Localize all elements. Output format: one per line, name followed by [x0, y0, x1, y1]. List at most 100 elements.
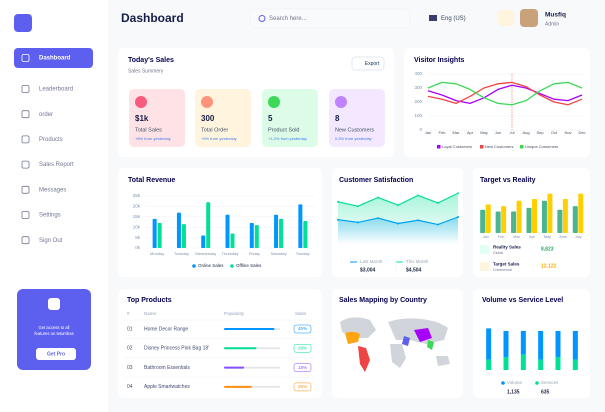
sales-value: 29% — [298, 345, 307, 350]
x-tick-label: Mar — [513, 235, 520, 239]
sales-badge — [293, 363, 312, 372]
user-role: Admin — [545, 21, 559, 27]
legend-swatch — [437, 145, 441, 149]
language[interactable]: Eng (US) — [441, 16, 466, 22]
bar — [495, 211, 501, 233]
bar — [501, 206, 507, 233]
promo-button-label[interactable]: Get Pro — [47, 351, 65, 357]
product-name: Home Decor Range — [144, 326, 188, 332]
popularity-bar — [224, 328, 275, 330]
popularity-bar — [224, 347, 257, 350]
bar-segment — [572, 331, 578, 360]
nav-item[interactable]: order — [39, 112, 53, 118]
legend-total: 12,122 — [541, 263, 557, 269]
stat-change: +1.2% from yesterday — [268, 136, 307, 141]
bar-segment — [486, 359, 492, 370]
legend-dot — [535, 381, 539, 385]
stat-label: Total Sales — [135, 127, 162, 133]
x-tick-label: Wednesday — [195, 251, 216, 256]
x-tick-label: Nov — [564, 130, 571, 135]
chart-title: Visitor Insights — [414, 57, 465, 64]
y-tick-label: 0k — [135, 245, 141, 250]
nav-icon — [21, 135, 30, 144]
product-name: Disney Princess Pink Bag 18' — [144, 346, 209, 352]
sales-value: 25% — [298, 384, 307, 389]
row-number: 02 — [127, 346, 133, 352]
bar — [181, 224, 186, 248]
legend-total: 8,823 — [541, 246, 554, 252]
legend-label: Online Sales — [198, 263, 224, 268]
avatar[interactable] — [520, 9, 538, 27]
stat-icon — [268, 96, 280, 108]
legend-sub: Global — [493, 251, 503, 255]
bar — [303, 220, 308, 248]
y-tick-label: 10k — [133, 224, 141, 229]
promo-button[interactable] — [36, 348, 76, 360]
legend-icon — [480, 262, 489, 271]
x-tick-label: Mar — [453, 130, 461, 135]
nav-item[interactable]: Dashboard — [39, 56, 71, 62]
bar — [254, 225, 259, 248]
bar — [572, 206, 578, 233]
stat-value: 300 — [201, 114, 215, 123]
x-tick-label: Monday — [150, 251, 164, 256]
line-series — [427, 81, 583, 106]
x-tick-label: May — [544, 235, 551, 239]
legend-label: Target Sales — [493, 262, 520, 267]
export-label[interactable]: Export — [365, 61, 380, 67]
bar-segment — [555, 331, 561, 357]
card-subtitle: Sales Summery — [128, 68, 164, 74]
legend-dot — [501, 381, 505, 385]
nav-item[interactable]: Sign Out — [39, 238, 63, 244]
stat-label: Total Order — [201, 127, 228, 133]
legend-label: This Month — [406, 259, 429, 264]
column-header: Name — [144, 311, 157, 316]
line-series — [427, 84, 583, 105]
legend-dot — [192, 264, 196, 268]
nav-item[interactable]: Messages — [39, 187, 66, 193]
row-number: 04 — [127, 384, 133, 390]
nav-active[interactable] — [14, 48, 93, 68]
bar — [225, 214, 230, 248]
stat-icon — [135, 96, 147, 108]
promo-text: features on tetumbas — [34, 331, 73, 336]
x-tick-label: Sunday — [296, 251, 310, 256]
bell[interactable] — [498, 10, 514, 26]
row-number: 03 — [127, 365, 133, 371]
export-button[interactable] — [351, 56, 385, 71]
legend-icon — [480, 245, 489, 254]
bar — [176, 212, 181, 248]
legend-sub: Commercial — [493, 268, 512, 272]
bar — [511, 211, 517, 233]
world-map — [340, 317, 450, 372]
legend-total: 1,135 — [507, 389, 520, 395]
promo-icon — [48, 298, 60, 310]
x-tick-label: Jun — [495, 130, 501, 135]
nav-icon — [21, 185, 30, 194]
nav-item[interactable]: Products — [39, 137, 63, 143]
popularity-bar — [224, 366, 245, 369]
bar — [541, 200, 547, 233]
x-tick-label: Saturday — [271, 251, 287, 256]
logo[interactable] — [14, 14, 32, 32]
x-tick-label: Jan — [483, 235, 489, 239]
search-box[interactable] — [249, 8, 411, 29]
bar-segment — [520, 354, 526, 370]
column-header: Popularity — [224, 311, 245, 316]
nav-icon — [21, 160, 30, 169]
x-tick-label: Apr — [529, 235, 536, 239]
legend-label: Services — [541, 380, 559, 385]
bar-segment — [503, 331, 509, 357]
bar — [526, 207, 532, 233]
x-tick-label: Tuesday — [174, 251, 189, 256]
search-placeholder[interactable]: Search here... — [269, 16, 307, 22]
chart-title: Customer Satisfaction — [339, 177, 413, 184]
bar-segment — [555, 357, 561, 370]
nav-item[interactable]: Sales Report — [39, 162, 74, 168]
bar-segment — [503, 357, 509, 370]
bar — [485, 204, 491, 233]
nav-item[interactable]: Settings — [39, 213, 61, 219]
stat-value: $1k — [135, 114, 149, 123]
nav-item[interactable]: Leaderboard — [39, 87, 73, 93]
